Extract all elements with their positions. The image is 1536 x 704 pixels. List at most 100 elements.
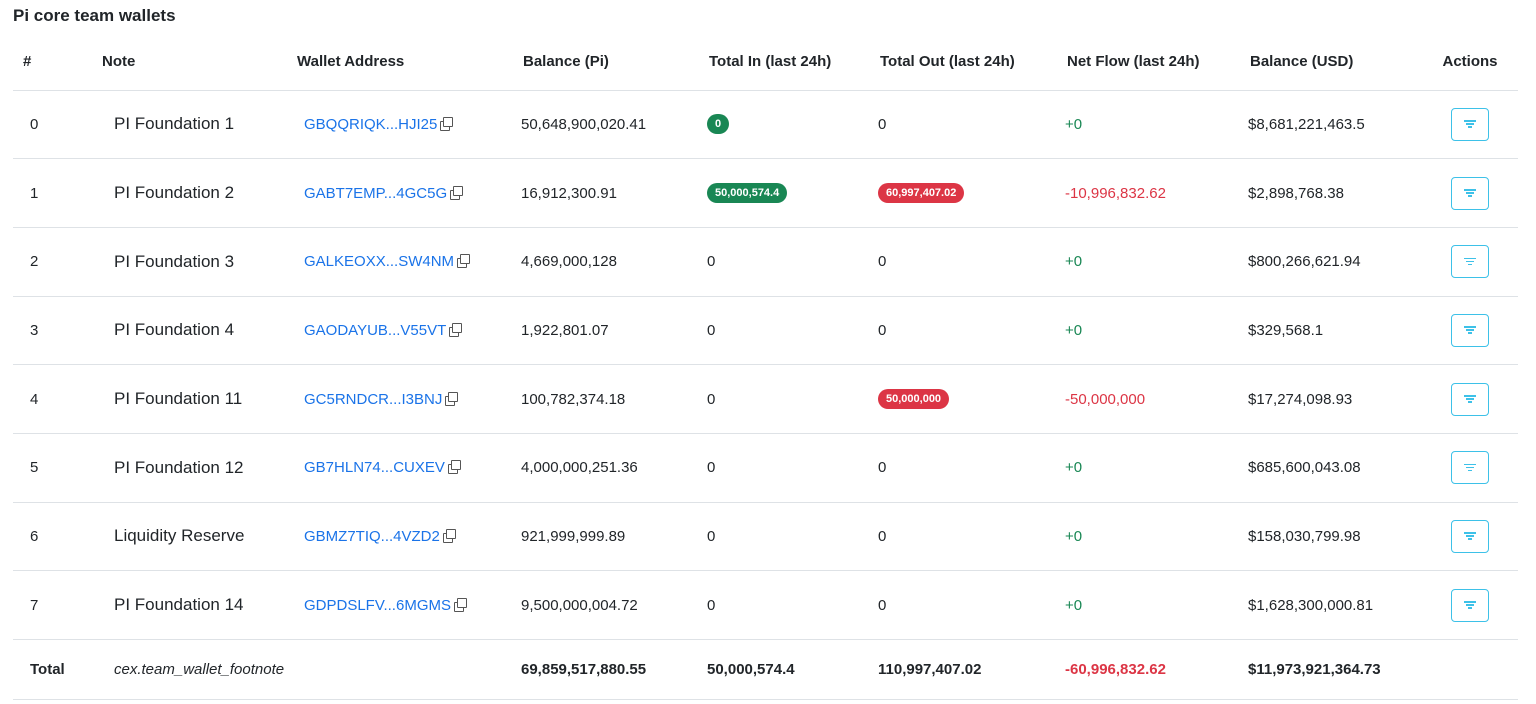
row-balance-pi: 4,000,000,251.36	[513, 433, 699, 503]
row-actions	[1422, 296, 1518, 366]
row-actions	[1422, 364, 1518, 434]
table-header-row: # Note Wallet Address Balance (Pi) Total…	[13, 33, 1518, 91]
row-index: 2	[13, 227, 92, 297]
total-net-flow: -60,996,832.62	[1057, 639, 1240, 700]
wallet-address-link[interactable]: GBMZ7TIQ...4VZD2	[304, 527, 440, 545]
column-header-net-flow: Net Flow (last 24h)	[1057, 33, 1240, 91]
filter-icon	[1464, 601, 1476, 609]
row-balance-usd: $800,266,621.94	[1240, 227, 1422, 297]
row-balance-usd: $17,274,098.93	[1240, 364, 1422, 434]
column-header-total-in: Total In (last 24h)	[699, 33, 870, 91]
copy-icon[interactable]	[457, 254, 471, 269]
total-out-value: 0	[878, 321, 887, 339]
row-balance-usd: $1,628,300,000.81	[1240, 570, 1422, 640]
copy-icon[interactable]	[445, 391, 459, 406]
column-header-index: #	[13, 33, 92, 91]
row-balance-usd: $8,681,221,463.5	[1240, 90, 1422, 160]
row-address-cell: GC5RNDCR...I3BNJ	[287, 364, 513, 434]
table-row: 3 PI Foundation 4 GAODAYUB...V55VT 1,922…	[13, 296, 1518, 366]
copy-icon[interactable]	[450, 185, 464, 200]
row-balance-pi: 1,922,801.07	[513, 296, 699, 366]
wallet-address-link[interactable]: GALKEOXX...SW4NM	[304, 253, 455, 271]
row-balance-pi: 4,669,000,128	[513, 227, 699, 297]
copy-icon[interactable]	[442, 528, 456, 543]
wallet-address-link[interactable]: GC5RNDCR...I3BNJ	[304, 390, 443, 408]
row-total-in: 0	[699, 90, 870, 160]
row-note: PI Foundation 11	[92, 364, 287, 434]
row-net-flow: +0	[1057, 227, 1240, 297]
row-actions	[1422, 433, 1518, 503]
row-index: 4	[13, 364, 92, 434]
filter-button[interactable]	[1451, 588, 1489, 622]
column-header-balance-usd: Balance (USD)	[1240, 33, 1422, 91]
row-balance-pi: 100,782,374.18	[513, 364, 699, 434]
copy-icon[interactable]	[449, 322, 463, 337]
total-in-badge: 50,000,574.4	[707, 183, 788, 204]
column-header-total-out: Total Out (last 24h)	[870, 33, 1057, 91]
filter-button[interactable]	[1451, 107, 1489, 141]
row-balance-usd: $329,568.1	[1240, 296, 1422, 366]
total-out-value: 0	[878, 596, 887, 614]
table-row: 2 PI Foundation 3 GALKEOXX...SW4NM 4,669…	[13, 227, 1518, 297]
row-balance-pi: 921,999,999.89	[513, 502, 699, 572]
row-index: 0	[13, 90, 92, 160]
total-in-value: 0	[707, 596, 716, 614]
row-note: PI Foundation 12	[92, 433, 287, 503]
row-balance-pi: 16,912,300.91	[513, 158, 699, 228]
copy-icon[interactable]	[447, 460, 461, 475]
table-body: 0 PI Foundation 1 GBQQRIQK...HJI25 50,64…	[13, 90, 1518, 640]
row-total-out: 0	[870, 433, 1057, 503]
total-in-value: 0	[707, 527, 716, 545]
row-net-flow: -10,996,832.62	[1057, 158, 1240, 228]
total-in: 50,000,574.4	[699, 639, 870, 700]
row-address-cell: GBQQRIQK...HJI25	[287, 90, 513, 160]
total-in-value: 0	[707, 459, 716, 477]
total-out-value: 0	[878, 459, 887, 477]
filter-button[interactable]	[1451, 245, 1489, 279]
filter-button[interactable]	[1451, 313, 1489, 347]
total-in-value: 0	[707, 253, 716, 271]
filter-button[interactable]	[1451, 519, 1489, 553]
wallet-address-link[interactable]: GDPDSLFV...6MGMS	[304, 596, 451, 614]
filter-button[interactable]	[1451, 451, 1489, 485]
filter-button[interactable]	[1451, 382, 1489, 416]
row-balance-pi: 9,500,000,004.72	[513, 570, 699, 640]
wallet-address-link[interactable]: GBQQRIQK...HJI25	[304, 115, 438, 133]
filter-icon	[1464, 463, 1476, 472]
row-index: 5	[13, 433, 92, 503]
row-net-flow: +0	[1057, 502, 1240, 572]
row-address-cell: GAODAYUB...V55VT	[287, 296, 513, 366]
total-in-value: 0	[707, 321, 716, 339]
wallet-address-link[interactable]: GB7HLN74...CUXEV	[304, 459, 445, 477]
filter-icon	[1464, 395, 1476, 403]
column-header-wallet-address: Wallet Address	[287, 33, 513, 91]
page-title: Pi core team wallets	[13, 6, 176, 25]
column-header-note: Note	[92, 33, 287, 91]
filter-icon	[1464, 326, 1476, 334]
copy-icon[interactable]	[453, 597, 467, 612]
row-balance-pi: 50,648,900,020.41	[513, 90, 699, 160]
wallet-address-link[interactable]: GABT7EMP...4GC5G	[304, 184, 448, 202]
total-row: Total cex.team_wallet_footnote 69,859,51…	[13, 639, 1518, 700]
row-index: 6	[13, 502, 92, 572]
row-net-flow: +0	[1057, 570, 1240, 640]
table-row: 7 PI Foundation 14 GDPDSLFV...6MGMS 9,50…	[13, 570, 1518, 640]
copy-icon[interactable]	[440, 116, 454, 131]
table-row: 1 PI Foundation 2 GABT7EMP...4GC5G 16,91…	[13, 158, 1518, 228]
wallet-address-link[interactable]: GAODAYUB...V55VT	[304, 321, 447, 339]
row-net-flow: +0	[1057, 90, 1240, 160]
row-total-in: 0	[699, 227, 870, 297]
row-balance-usd: $158,030,799.98	[1240, 502, 1422, 572]
row-actions	[1422, 570, 1518, 640]
wallets-table: # Note Wallet Address Balance (Pi) Total…	[13, 33, 1518, 700]
total-footnote: cex.team_wallet_footnote	[92, 639, 513, 700]
total-out: 110,997,407.02	[870, 639, 1057, 700]
row-total-out: 60,997,407.02	[870, 158, 1057, 228]
row-total-out: 0	[870, 502, 1057, 572]
row-total-out: 0	[870, 296, 1057, 366]
total-balance-pi: 69,859,517,880.55	[513, 639, 699, 700]
total-out-value: 0	[878, 253, 887, 271]
row-index: 3	[13, 296, 92, 366]
row-total-in: 0	[699, 502, 870, 572]
filter-button[interactable]	[1451, 176, 1489, 210]
